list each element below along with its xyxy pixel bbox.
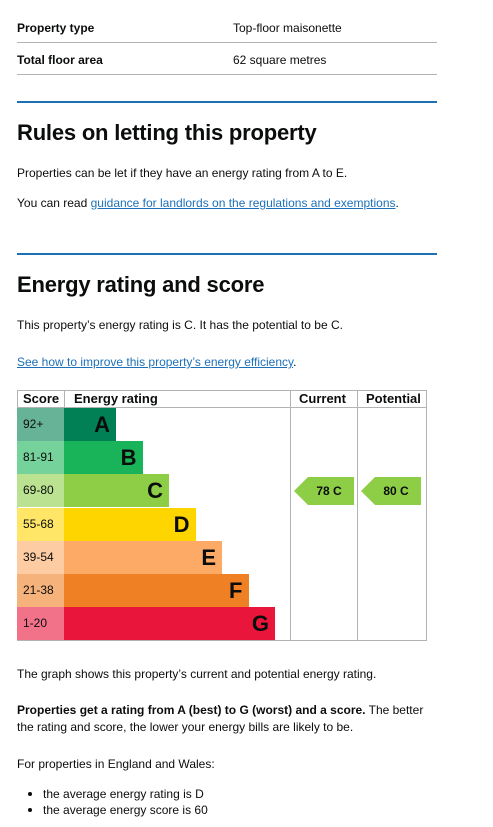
- graph-caption: The graph shows this property’s current …: [17, 667, 377, 681]
- band-bar-a: A: [64, 408, 116, 441]
- list-item: the average energy score is 60: [17, 802, 208, 818]
- rating-explanation-rest: The better the rating and score, the low…: [17, 703, 424, 734]
- summary-key: Total floor area: [17, 53, 103, 67]
- england-wales-text: For properties in England and Wales:: [17, 757, 215, 771]
- current-rating-arrow: 78 C: [294, 476, 354, 505]
- improve-suffix: .: [293, 355, 297, 369]
- summary-row-property-type: Property type Top-floor maisonette: [17, 11, 437, 43]
- chart-bottom-border: [17, 640, 427, 641]
- band-bar-c: C: [64, 474, 169, 508]
- list-item: the average energy rating is D: [17, 786, 208, 802]
- band-score-b: 81-91: [17, 441, 64, 475]
- energy-heading: Energy rating and score: [17, 272, 265, 297]
- summary-value: Top-floor maisonette: [233, 21, 342, 35]
- band-bar-d: D: [64, 507, 196, 541]
- summary-value: 62 square metres: [233, 53, 327, 67]
- section-divider: [17, 101, 437, 103]
- potential-rating-arrow: 80 C: [361, 476, 421, 505]
- summary-row-floor-area: Total floor area 62 square metres: [17, 43, 437, 75]
- letting-paragraph: Properties can be let if they have an en…: [17, 166, 348, 180]
- guidance-link[interactable]: guidance for landlords on the regulation…: [90, 196, 396, 210]
- header-potential: Potential: [366, 391, 421, 406]
- band-score-g: 1-20: [17, 607, 64, 641]
- arrow-shape: [361, 476, 421, 505]
- chart-divider-potential: [357, 390, 358, 641]
- band-bar-e: E: [64, 540, 222, 574]
- chart-header-rule: [17, 407, 427, 408]
- arrow-shape: [294, 476, 354, 505]
- improve-efficiency-link[interactable]: See how to improve this property’s energ…: [17, 355, 294, 369]
- guidance-prefix: You can read: [17, 196, 91, 210]
- section-divider: [17, 253, 437, 255]
- band-bar-b: B: [64, 441, 143, 475]
- band-score-e: 39-54: [17, 540, 64, 574]
- rating-explanation: Properties get a rating from A (best) to…: [17, 702, 437, 736]
- chart-divider-current: [290, 390, 291, 641]
- band-bar-g: G: [64, 607, 275, 641]
- rating-explanation-bold: Properties get a rating from A (best) to…: [17, 703, 366, 717]
- band-bar-f: F: [64, 574, 249, 607]
- chart-right-border: [426, 390, 427, 641]
- guidance-suffix: .: [395, 196, 399, 210]
- improve-paragraph: See how to improve this property’s energ…: [17, 354, 437, 371]
- energy-rating-chart: Score Energy rating Current Potential 92…: [17, 390, 427, 641]
- header-energy-rating: Energy rating: [74, 391, 158, 406]
- band-score-c: 69-80: [17, 474, 64, 508]
- chart-top-border: [17, 390, 427, 391]
- summary-key: Property type: [17, 21, 95, 35]
- band-score-d: 55-68: [17, 507, 64, 541]
- potential-rating-label: 80 C: [383, 483, 409, 498]
- chart-divider-score: [64, 390, 65, 407]
- header-score: Score: [23, 391, 60, 406]
- letting-heading: Rules on letting this property: [17, 120, 317, 145]
- energy-rating-text: This property’s energy rating is C. It h…: [17, 318, 343, 332]
- header-current: Current: [299, 391, 346, 406]
- band-score-a: 92+: [17, 408, 64, 441]
- summary-list: Property type Top-floor maisonette Total…: [17, 11, 437, 75]
- averages-list: the average energy rating is D the avera…: [17, 786, 208, 818]
- current-rating-label: 78 C: [316, 483, 342, 498]
- band-score-f: 21-38: [17, 574, 64, 607]
- guidance-paragraph: You can read guidance for landlords on t…: [17, 195, 437, 212]
